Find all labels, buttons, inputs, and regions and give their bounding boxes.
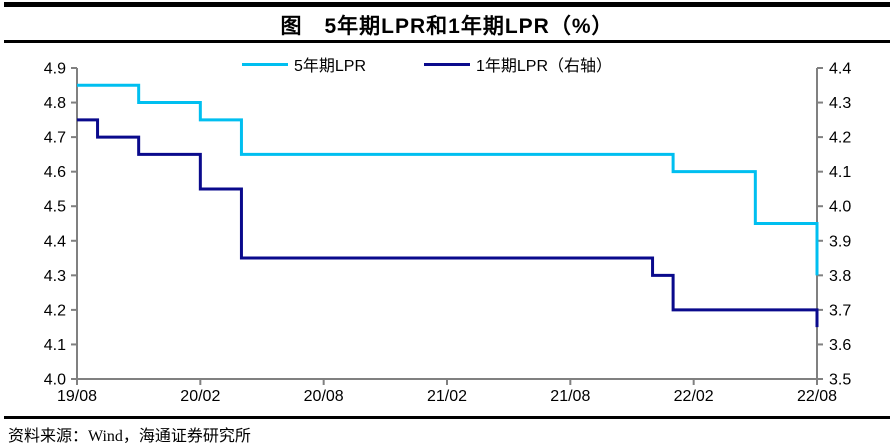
legend-label: 1年期LPR（右轴） bbox=[476, 58, 613, 75]
right-axis-tick-label: 4.3 bbox=[829, 95, 851, 112]
top-divider bbox=[4, 2, 890, 7]
left-axis-tick-label: 4.8 bbox=[44, 95, 66, 112]
left-axis-tick-label: 4.9 bbox=[44, 61, 66, 78]
series-line-5y-lpr bbox=[77, 83, 819, 276]
right-axis-tick-label: 4.0 bbox=[829, 199, 851, 216]
right-axis-tick-label: 3.7 bbox=[829, 302, 851, 319]
right-axis-tick-label: 4.4 bbox=[829, 61, 851, 78]
right-axis-tick-label: 3.5 bbox=[829, 372, 851, 389]
right-axis-tick-label: 4.1 bbox=[829, 164, 851, 181]
right-axis-tick-label: 3.9 bbox=[829, 233, 851, 250]
x-axis-tick-label: 21/08 bbox=[550, 388, 590, 405]
right-axis-tick-label: 3.6 bbox=[829, 337, 851, 354]
left-axis-tick-label: 4.3 bbox=[44, 268, 66, 285]
source-note: 资料来源：Wind，海通证券研究所 bbox=[8, 428, 251, 445]
chart-title: 图 5年期LPR和1年期LPR（%） bbox=[280, 15, 614, 38]
footer-divider bbox=[4, 416, 890, 419]
x-axis-tick-label: 22/08 bbox=[797, 388, 837, 405]
x-axis-tick-label: 22/02 bbox=[674, 388, 714, 405]
line-swatch-icon bbox=[424, 62, 470, 66]
left-axis-tick-label: 4.6 bbox=[44, 164, 66, 181]
left-axis-tick-label: 4.4 bbox=[44, 233, 66, 250]
right-axis-tick-label: 4.2 bbox=[829, 130, 851, 147]
left-axis-tick-label: 4.1 bbox=[44, 337, 66, 354]
left-axis-tick-label: 4.5 bbox=[44, 199, 66, 216]
x-axis-tick-label: 21/02 bbox=[427, 388, 467, 405]
left-axis-tick-label: 4.2 bbox=[44, 302, 66, 319]
x-axis-tick-label: 20/02 bbox=[180, 388, 220, 405]
legend-item-5y-lpr: 5年期LPR bbox=[241, 52, 366, 76]
legend-label: 5年期LPR bbox=[293, 58, 366, 75]
x-axis-tick-label: 19/08 bbox=[57, 388, 97, 405]
line-swatch-icon bbox=[241, 62, 288, 66]
title-divider bbox=[4, 40, 890, 43]
chart-legend: 5年期LPR 1年期LPR（右轴） bbox=[0, 53, 854, 75]
series-line-1y-lpr bbox=[77, 118, 819, 328]
left-axis-tick-label: 4.0 bbox=[44, 372, 66, 389]
left-axis-tick-label: 4.7 bbox=[44, 130, 66, 147]
x-axis-tick-label: 20/08 bbox=[304, 388, 344, 405]
right-axis-tick-label: 3.8 bbox=[829, 268, 851, 285]
legend-item-1y-lpr: 1年期LPR（右轴） bbox=[424, 52, 612, 76]
